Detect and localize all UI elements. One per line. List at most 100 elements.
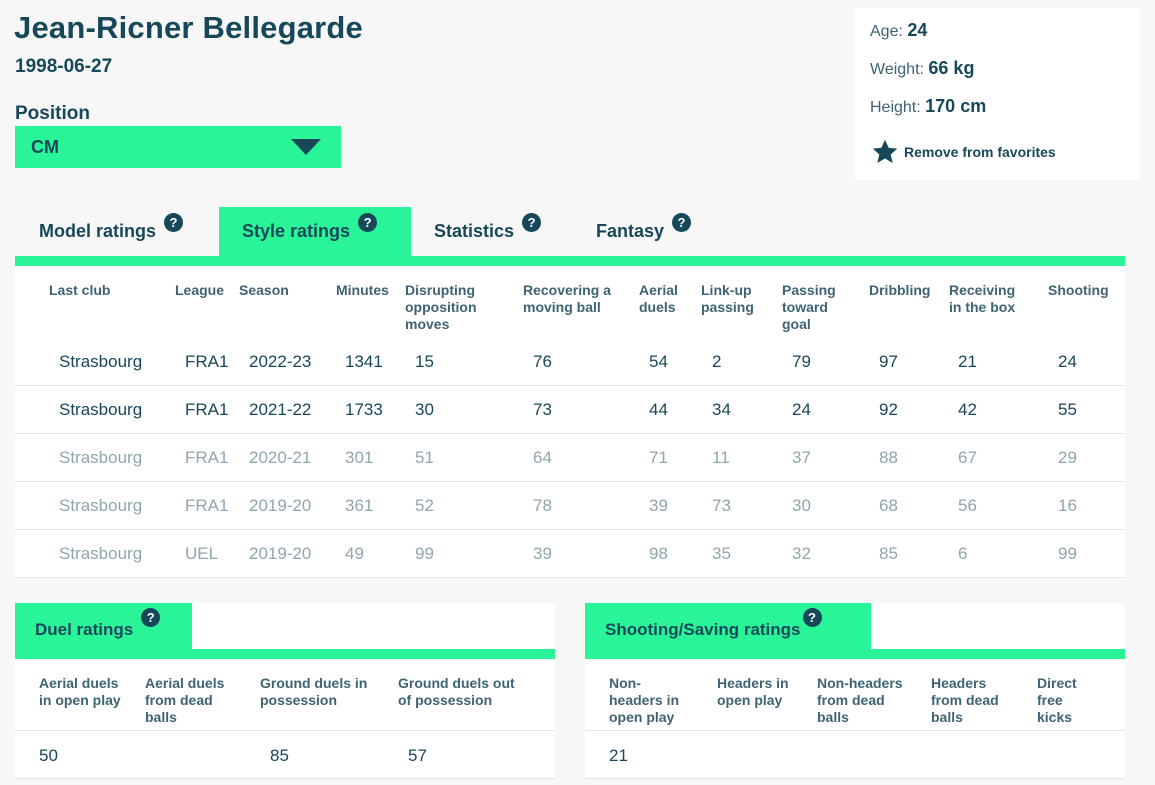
table-cell: 34	[712, 400, 731, 419]
column-header[interactable]: Ground duels in possession	[260, 675, 368, 708]
tab-model-ratings[interactable]: Model ratings ?	[39, 207, 184, 256]
table-cell: 16	[1058, 496, 1077, 515]
column-header[interactable]: League	[175, 282, 225, 298]
height-label: Height:	[870, 99, 921, 116]
table-cell: 35	[712, 544, 731, 563]
table-cell: 15	[415, 352, 434, 371]
column-header[interactable]: Passing toward goal	[782, 282, 836, 332]
help-icon[interactable]: ?	[164, 213, 184, 232]
column-header[interactable]: Last club	[49, 282, 111, 298]
column-header[interactable]: Disrupting opposition moves	[405, 282, 477, 332]
divider	[15, 778, 555, 779]
table-row[interactable]: Strasbourg FRA1 2021-22 1733 30 73 44 34 24 92 42 5…	[15, 386, 1125, 434]
table-cell: 79	[792, 352, 811, 371]
table-cell: 97	[879, 352, 898, 371]
table-row[interactable]: Strasbourg UEL 2019-20 49 99 39 98 35 32 85 6 99	[15, 530, 1125, 578]
table-cell: 30	[792, 496, 811, 515]
table-cell: 68	[879, 496, 898, 515]
chevron-down-icon	[291, 139, 321, 155]
table-cell: 24	[792, 400, 811, 419]
column-header[interactable]: Recovering a moving ball	[523, 282, 611, 315]
table-cell: 73	[712, 496, 731, 515]
table-cell: Strasbourg	[59, 544, 143, 563]
column-header[interactable]: Minutes	[336, 282, 389, 298]
table-cell: 51	[415, 448, 434, 467]
table-cell: 6	[958, 544, 968, 563]
table-row[interactable]: Strasbourg FRA1 2022-23 1341 15 76 54 2 79 97 21 24	[15, 338, 1125, 386]
table-cell: 2019-20	[249, 496, 312, 515]
column-header[interactable]: Ground duels out of possession	[398, 675, 515, 708]
tab-style-ratings[interactable]: Style ratings ?	[219, 207, 411, 256]
tab-statistics[interactable]: Statistics ?	[434, 207, 542, 256]
column-header[interactable]: Link-up passing	[701, 282, 754, 315]
height-value: 170 cm	[925, 96, 987, 116]
table-cell: 2019-20	[249, 544, 312, 563]
table-cell: 71	[649, 448, 668, 467]
column-header[interactable]: Headers in open play	[717, 675, 789, 708]
help-icon[interactable]: ?	[802, 608, 822, 627]
table-cell: 56	[958, 496, 977, 515]
table-cell: 44	[649, 400, 668, 419]
tab-fantasy[interactable]: Fantasy ?	[596, 207, 692, 256]
column-header[interactable]: Non- headers in open play	[609, 675, 680, 725]
weight-label: Weight:	[870, 61, 924, 78]
help-icon[interactable]: ?	[522, 213, 542, 232]
column-header[interactable]: Aerial duels	[639, 282, 678, 315]
column-header[interactable]: Receiving in the box	[949, 282, 1016, 315]
player-name: Jean-Ricner Bellegarde	[14, 10, 363, 45]
table-cell: 2	[712, 352, 722, 371]
table-cell: 42	[958, 400, 977, 419]
duel-ratings-title: Duel ratings	[35, 620, 134, 639]
column-header[interactable]: Aerial duels in open play	[39, 675, 121, 708]
table-cell: 39	[649, 496, 668, 515]
table-cell: UEL	[185, 544, 219, 563]
tab-label: Statistics	[434, 221, 515, 241]
table-row[interactable]: Strasbourg FRA1 2019-20 361 52 78 39 73 30 68 56 16	[15, 482, 1125, 530]
table-cell: 49	[345, 544, 364, 563]
remove-favorite-button[interactable]: Remove from favorites	[870, 138, 1125, 166]
age-row: Age: 24	[870, 20, 1125, 58]
table-cell: 85	[879, 544, 898, 563]
tab-label: Fantasy	[596, 221, 665, 241]
table-cell: 54	[649, 352, 668, 371]
table-cell: 78	[533, 496, 552, 515]
table-row[interactable]: Strasbourg FRA1 2020-21 301 51 64 71 11 37 88 67 29	[15, 434, 1125, 482]
help-icon[interactable]: ?	[358, 213, 378, 232]
table-cell: 37	[792, 448, 811, 467]
weight-value: 66 kg	[928, 58, 975, 78]
help-icon[interactable]: ?	[672, 213, 692, 232]
column-header[interactable]: Headers from dead balls	[931, 675, 999, 725]
table-cell: 30	[415, 400, 434, 419]
column-header[interactable]: Direct free kicks	[1037, 675, 1077, 725]
table-cell: Strasbourg	[59, 448, 143, 467]
table-cell: 2020-21	[249, 448, 312, 467]
position-dropdown[interactable]: CM	[15, 126, 341, 168]
remove-favorite-label: Remove from favorites	[904, 144, 1056, 160]
table-cell: 29	[1058, 448, 1077, 467]
table-cell: 361	[345, 496, 374, 515]
help-icon[interactable]: ?	[141, 608, 161, 627]
column-header[interactable]: Dribbling	[869, 282, 931, 298]
rating-value: 85	[270, 746, 289, 765]
divider	[585, 778, 1125, 779]
shooting-ratings-title: Shooting/Saving ratings	[605, 620, 801, 639]
table-cell: 55	[1058, 400, 1077, 419]
table-cell: 67	[958, 448, 977, 467]
table-cell: 11	[712, 448, 730, 467]
table-cell: 99	[415, 544, 434, 563]
table-cell: 21	[958, 352, 977, 371]
column-header[interactable]: Non-headers from dead balls	[817, 675, 903, 725]
duel-ratings-header: Duel ratings ?	[15, 603, 192, 649]
divider	[585, 730, 1125, 731]
column-header[interactable]: Shooting	[1048, 282, 1109, 298]
shooting-ratings-header: Shooting/Saving ratings ?	[585, 603, 871, 649]
table-cell: 73	[533, 400, 552, 419]
table-cell: 2021-22	[249, 400, 312, 419]
table-cell: 1341	[345, 352, 383, 371]
divider	[15, 730, 555, 731]
column-header[interactable]: Season	[239, 282, 289, 298]
rating-value: 57	[408, 746, 427, 765]
weight-row: Weight: 66 kg	[870, 58, 1125, 96]
table-cell: 24	[1058, 352, 1077, 371]
column-header[interactable]: Aerial duels from dead balls	[145, 675, 225, 725]
